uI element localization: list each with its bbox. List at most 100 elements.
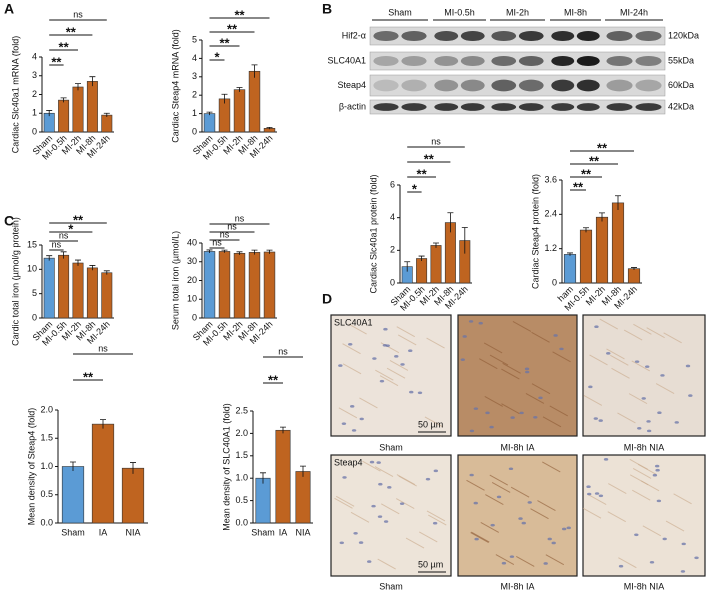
error-bar [461, 227, 468, 254]
y-tick-label: 0 [192, 312, 197, 322]
nucleus [519, 411, 524, 415]
blot-band [635, 30, 662, 42]
nucleus [543, 562, 548, 565]
bar [611, 202, 625, 284]
tissue-fiber [665, 520, 685, 532]
tissue-fiber [359, 397, 378, 409]
bar [255, 477, 271, 524]
nucleus [527, 501, 532, 504]
nucleus [603, 458, 609, 461]
nucleus [654, 464, 660, 468]
nucleus [674, 421, 679, 424]
tissue-fiber [582, 507, 602, 519]
nucleus [489, 425, 494, 429]
tissue-fiber [530, 508, 549, 520]
y-axis-label: Mean density of SLC40A1 (fold) [221, 403, 231, 531]
y-tick-label: 15 [27, 239, 37, 249]
significance-label: ** [268, 372, 279, 387]
blot-band [460, 103, 485, 111]
tissue-fiber [515, 556, 535, 567]
x-tick-label: Sham [251, 527, 275, 537]
blot-band [373, 103, 399, 111]
nucleus [594, 325, 599, 329]
tissue-fiber [489, 474, 509, 486]
error-bar [251, 64, 258, 78]
bar [86, 267, 98, 319]
nucleus [339, 541, 344, 545]
error-bar [46, 110, 53, 117]
nucleus [646, 429, 652, 433]
bar [86, 81, 98, 133]
bar [58, 99, 70, 133]
error-bar [266, 249, 273, 254]
nucleus [525, 370, 530, 374]
tissue-fiber [426, 510, 446, 522]
nucleus [656, 499, 662, 503]
significance-label: ns [220, 229, 230, 239]
y-tick-label: 6 [390, 179, 395, 189]
nucleus [594, 492, 600, 495]
nucleus [358, 541, 364, 544]
error-bar [103, 112, 110, 117]
error-bar [615, 195, 621, 211]
tissue-fiber [396, 326, 415, 338]
blot-band [518, 30, 544, 42]
significance-label: ** [417, 166, 428, 181]
nucleus [559, 347, 564, 351]
nucleus [501, 561, 507, 565]
column-label: MI-8h IA [500, 442, 534, 452]
nucleus [598, 494, 604, 498]
tissue-fiber [362, 460, 381, 472]
tissue-fiber [502, 362, 521, 374]
y-tick-label: 3.6 [544, 174, 557, 184]
y-tick-label: 4 [32, 51, 37, 61]
significance-label: ns [52, 239, 62, 249]
nucleus [408, 349, 413, 353]
tissue-fiber [633, 323, 652, 335]
blot-band [401, 55, 427, 67]
bar [72, 262, 84, 319]
tissue-fiber [531, 383, 551, 395]
bar [203, 113, 216, 133]
tissue-fiber [380, 503, 400, 515]
bar [248, 70, 261, 133]
tissue-fiber [489, 354, 509, 366]
bar [43, 257, 55, 319]
bar [275, 429, 291, 524]
column-label: MI-8h NIA [624, 442, 665, 452]
x-tick-label: NIA [295, 527, 310, 537]
nucleus [593, 417, 598, 420]
y-tick-label: 2 [390, 245, 395, 255]
blot-band [401, 79, 427, 92]
nucleus [524, 367, 530, 371]
nucleus [376, 461, 381, 464]
error-bar [631, 267, 637, 270]
micrograph [457, 314, 578, 437]
nucleus [547, 537, 552, 541]
nucleus [634, 360, 640, 363]
nucleus [399, 502, 405, 505]
tissue-fiber [673, 493, 692, 505]
tissue-fiber [589, 354, 608, 366]
blot-band [551, 30, 575, 42]
y-tick-label: 10 [27, 264, 37, 274]
tissue-fiber [542, 461, 561, 473]
y-tick-label: 1.5 [235, 450, 248, 460]
blot-band [606, 30, 633, 42]
nucleus [490, 523, 495, 527]
nucleus [588, 385, 593, 389]
nucleus [353, 532, 358, 535]
error-bar [75, 259, 81, 266]
y-tick-label: 4 [390, 212, 395, 222]
significance-label: * [214, 49, 220, 64]
nucleus [473, 407, 479, 410]
significance-label: ** [581, 166, 592, 181]
nucleus [561, 527, 567, 531]
micrograph [330, 454, 452, 577]
error-bar [46, 255, 53, 261]
tissue-fiber [484, 395, 504, 407]
bar [101, 272, 113, 319]
blot-band [518, 103, 544, 111]
tissue-fiber [426, 337, 445, 349]
